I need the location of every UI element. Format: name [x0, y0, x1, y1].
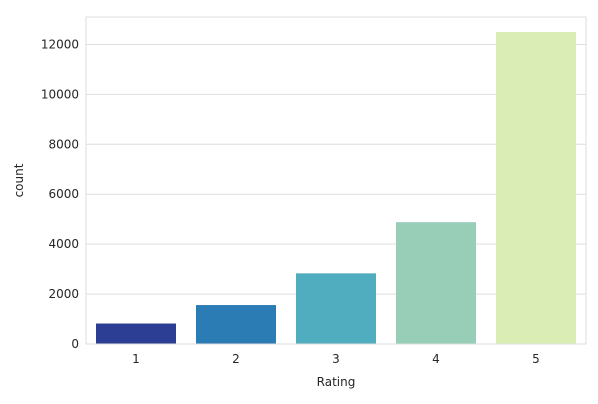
x-tick-label: 4: [432, 352, 440, 366]
y-tick-label: 2000: [48, 287, 79, 301]
x-tick-labels: 1 2 3 4 5: [132, 352, 540, 366]
x-axis-label: Rating: [317, 375, 356, 389]
y-tick-label: 4000: [48, 237, 79, 251]
bars: [96, 32, 576, 344]
y-axis-label: count: [12, 163, 26, 197]
bar-rating-2: [196, 305, 276, 344]
y-tick-label: 6000: [48, 187, 79, 201]
y-tick-label: 12000: [41, 37, 79, 51]
bar-rating-3: [296, 273, 376, 344]
bar-rating-4: [396, 222, 476, 344]
y-tick-label: 8000: [48, 137, 79, 151]
x-tick-label: 3: [332, 352, 340, 366]
x-tick-label: 5: [532, 352, 540, 366]
bar-rating-5: [496, 32, 576, 344]
x-tick-label: 2: [232, 352, 240, 366]
x-tick-label: 1: [132, 352, 140, 366]
bar-rating-1: [96, 324, 176, 344]
y-tick-label: 0: [71, 337, 79, 351]
y-tick-label: 10000: [41, 87, 79, 101]
y-tick-labels: 0 2000 4000 6000 8000 10000 12000: [41, 37, 79, 351]
